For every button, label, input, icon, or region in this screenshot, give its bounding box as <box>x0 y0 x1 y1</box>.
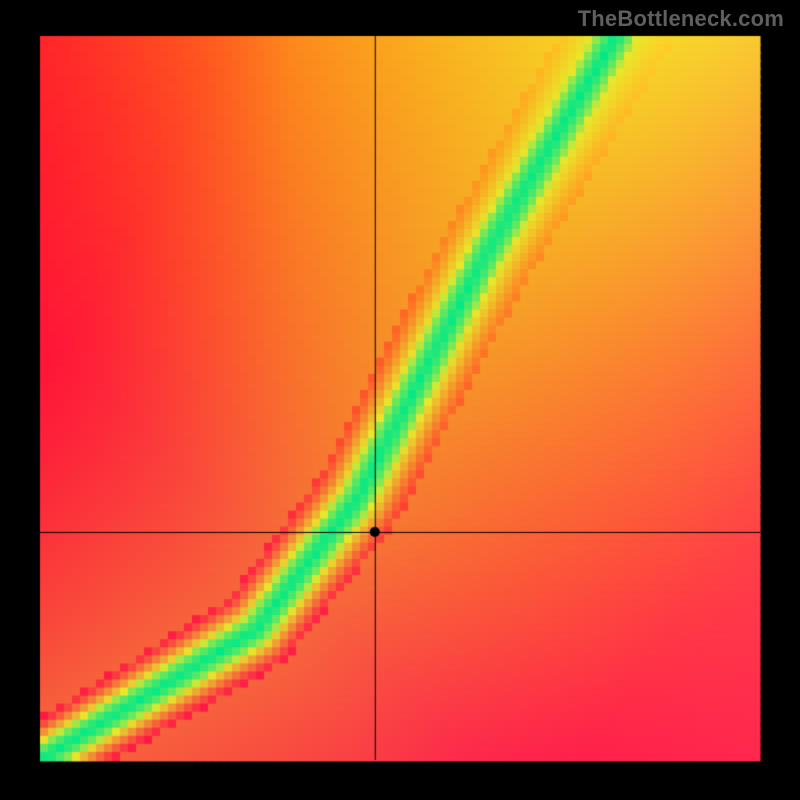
heatmap-canvas <box>0 0 800 800</box>
watermark-label: TheBottleneck.com <box>578 6 784 32</box>
chart-container: TheBottleneck.com <box>0 0 800 800</box>
